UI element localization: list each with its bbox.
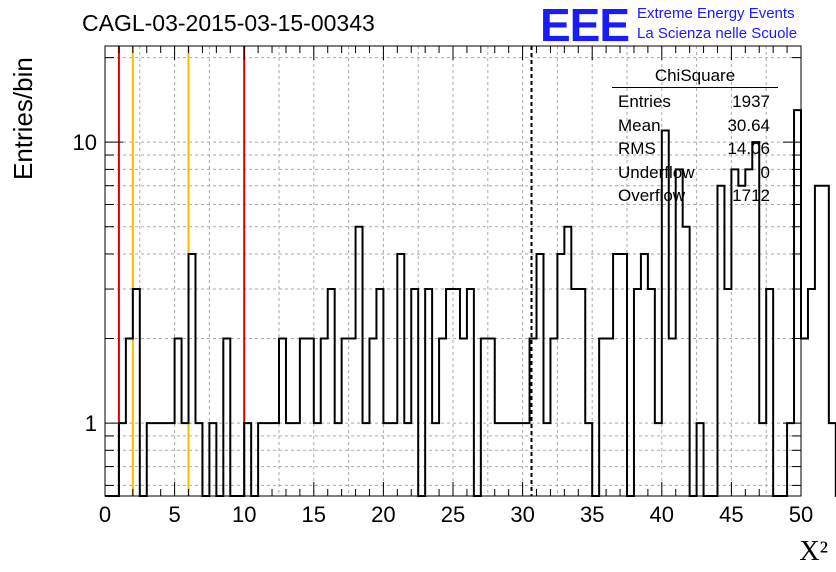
stats-row-entries: Entries 1937 bbox=[612, 90, 778, 114]
y-axis-label: Entries/bin bbox=[8, 57, 38, 180]
y-tick-label: 10 bbox=[73, 130, 97, 155]
stats-value: 30.64 bbox=[727, 115, 770, 135]
stats-box: ChiSquare Entries 1937 Mean 30.64 RMS 14.06… bbox=[612, 66, 778, 208]
stats-title: ChiSquare bbox=[612, 66, 778, 88]
eee-logo: EEE bbox=[540, 0, 630, 51]
x-tick-label: 20 bbox=[371, 502, 395, 527]
logo-text: Extreme Energy Events La Scienza nelle S… bbox=[637, 4, 797, 44]
stats-row-overflow: Overflow 1712 bbox=[612, 184, 778, 208]
x-tick-label: 25 bbox=[441, 502, 465, 527]
x-tick-label: 0 bbox=[99, 502, 111, 527]
stats-value: 1712 bbox=[732, 186, 770, 205]
x-tick-label: 15 bbox=[302, 502, 326, 527]
x-tick-label: 10 bbox=[232, 502, 256, 527]
logo-line-2: La Scienza nelle Scuole bbox=[637, 25, 798, 42]
stats-label: Mean bbox=[618, 115, 661, 135]
stats-label: Overflow bbox=[618, 186, 686, 205]
logo-line-1: Extreme Energy Events bbox=[637, 5, 795, 22]
x-tick-label: 35 bbox=[580, 502, 604, 527]
stats-row-underflow: Underflow 0 bbox=[612, 161, 778, 185]
histogram-series bbox=[105, 109, 836, 497]
stats-value: 0 bbox=[760, 162, 770, 182]
x-axis-label: X² bbox=[799, 536, 828, 567]
x-tick-label: 45 bbox=[719, 502, 743, 527]
stats-label: RMS bbox=[618, 139, 656, 158]
x-tick-label: 40 bbox=[650, 502, 674, 527]
x-tick-label: 30 bbox=[510, 502, 534, 527]
stats-value: 1937 bbox=[732, 92, 770, 111]
y-tick-label: 1 bbox=[85, 411, 97, 436]
x-tick-label: 50 bbox=[789, 502, 813, 527]
stats-row-mean: Mean 30.64 bbox=[612, 114, 778, 138]
stats-label: Underflow bbox=[618, 162, 695, 182]
stats-value: 14.06 bbox=[727, 139, 770, 158]
stats-row-rms: RMS 14.06 bbox=[612, 137, 778, 161]
x-tick-label: 5 bbox=[168, 502, 180, 527]
run-title: CAGL-03-2015-03-15-00343 bbox=[82, 10, 375, 36]
stats-label: Entries bbox=[618, 92, 671, 111]
